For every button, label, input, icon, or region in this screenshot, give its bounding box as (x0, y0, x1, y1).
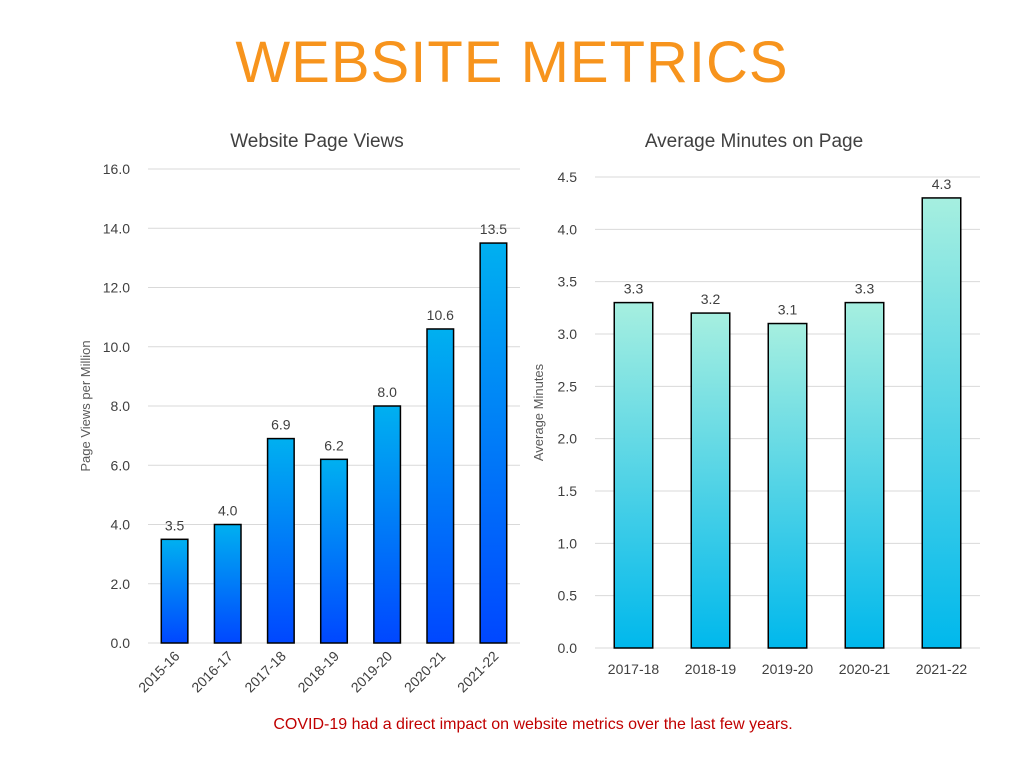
data-label: 4.0 (218, 503, 238, 519)
y-tick-label: 16.0 (103, 161, 130, 177)
page-views-chart: Website Page Views Page Views per Million… (70, 125, 530, 715)
x-tick-label: 2021-22 (454, 648, 502, 696)
y-tick-label: 4.0 (111, 517, 131, 533)
bar (921, 197, 962, 649)
data-label: 3.3 (855, 281, 875, 297)
footnote: COVID-19 had a direct impact on website … (273, 716, 793, 733)
y-tick-label: 0.0 (558, 640, 578, 656)
y-tick-label: 14.0 (103, 220, 130, 236)
data-label: 4.3 (932, 176, 952, 192)
x-tick-label: 2020-21 (401, 648, 449, 696)
x-tick-label: 2016-17 (188, 648, 236, 696)
y-tick-label: 2.0 (558, 431, 578, 447)
x-tick-label: 2021-22 (916, 661, 968, 677)
x-tick-label: 2020-21 (839, 661, 891, 677)
y-tick-label: 8.0 (111, 398, 131, 414)
data-label: 6.9 (271, 417, 291, 433)
y-tick-label: 10.0 (103, 339, 130, 355)
data-label: 3.2 (701, 291, 721, 307)
y-tick-label: 3.5 (558, 274, 578, 290)
bar (160, 538, 189, 644)
data-label: 3.5 (165, 517, 185, 533)
bar (213, 523, 242, 644)
minutes-on-page-chart-svg: Average Minutes on Page Average Minutes 0.… (531, 131, 980, 677)
y-tick-label: 4.5 (558, 169, 578, 185)
data-label: 13.5 (480, 221, 507, 237)
y-tick-label: 12.0 (103, 280, 130, 296)
y-tick-label: 3.0 (558, 326, 578, 342)
bar (319, 458, 349, 644)
y-axis-label: Average Minutes (531, 363, 546, 461)
data-label: 10.6 (427, 307, 454, 323)
bar (266, 437, 295, 644)
chart-title: Website Page Views (230, 131, 404, 152)
chart-title: Average Minutes on Page (645, 131, 863, 152)
bar (613, 301, 654, 649)
x-tick-label: 2018-19 (294, 648, 342, 696)
data-label: 8.0 (377, 384, 397, 400)
x-tick-label: 2019-20 (762, 661, 814, 677)
data-label: 3.3 (624, 281, 644, 297)
bar (426, 328, 455, 644)
bar (479, 242, 508, 644)
y-tick-label: 1.0 (558, 535, 578, 551)
x-tick-label: 2018-19 (685, 661, 737, 677)
y-tick-label: 1.5 (558, 483, 578, 499)
bar (373, 405, 402, 644)
x-tick-label: 2015-16 (135, 648, 183, 696)
bar (844, 301, 885, 649)
y-axis-label: Page Views per Million (78, 340, 93, 471)
data-label: 6.2 (324, 437, 344, 453)
y-tick-label: 2.5 (558, 378, 578, 394)
y-tick-label: 0.0 (111, 635, 131, 651)
y-tick-label: 6.0 (111, 457, 131, 473)
bar (767, 322, 808, 649)
x-tick-label: 2017-18 (608, 661, 660, 677)
y-tick-label: 2.0 (111, 576, 131, 592)
page-title: WEBSITE METRICS (235, 30, 789, 95)
y-tick-label: 0.5 (558, 588, 578, 604)
bar (690, 312, 731, 649)
page-views-chart-svg: Website Page Views Page Views per Million… (78, 131, 520, 696)
y-tick-label: 4.0 (558, 221, 578, 237)
data-label: 3.1 (778, 302, 798, 318)
x-tick-label: 2019-20 (348, 648, 396, 696)
minutes-on-page-chart: Average Minutes on Page Average Minutes 0.… (525, 125, 995, 685)
x-tick-label: 2017-18 (241, 648, 289, 696)
